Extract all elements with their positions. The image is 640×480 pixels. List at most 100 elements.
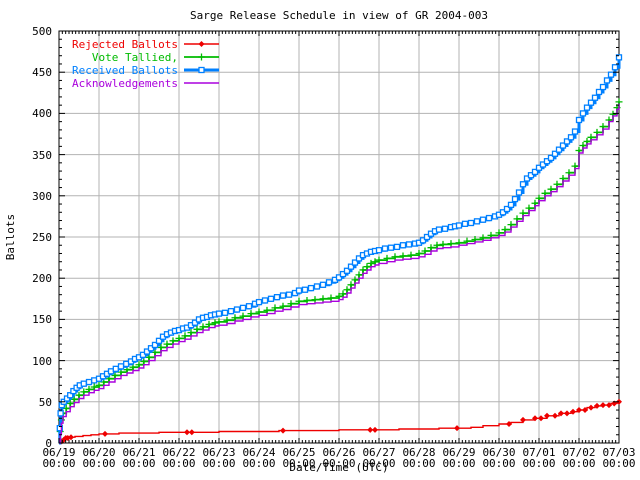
y-axis-label: Ballots bbox=[4, 213, 17, 261]
square-marker-icon bbox=[519, 181, 527, 188]
diamond-marker-icon bbox=[372, 426, 378, 433]
plus-marker-icon bbox=[367, 259, 375, 267]
square-marker-icon bbox=[70, 387, 77, 395]
plus-marker-icon bbox=[129, 363, 137, 371]
square-marker-icon bbox=[555, 146, 563, 153]
square-marker-icon bbox=[467, 219, 475, 227]
square-marker-icon bbox=[67, 392, 74, 399]
diamond-marker-icon bbox=[68, 434, 74, 441]
plus-marker-icon bbox=[211, 319, 219, 327]
plus-marker-icon bbox=[343, 286, 351, 294]
plus-marker-icon bbox=[151, 348, 159, 356]
plus-marker-icon bbox=[311, 296, 319, 304]
y-tick-label: 150 bbox=[32, 313, 52, 327]
square-marker-icon bbox=[347, 263, 355, 270]
y-tick-label: 250 bbox=[32, 231, 52, 244]
plus-marker-icon bbox=[90, 383, 98, 391]
square-marker-icon bbox=[567, 134, 575, 141]
plus-marker-icon bbox=[198, 53, 205, 61]
plus-marker-icon bbox=[375, 256, 383, 264]
plus-marker-icon bbox=[239, 312, 247, 320]
x-tick-label: 06/21 00:00 bbox=[122, 446, 156, 470]
plus-marker-icon bbox=[70, 395, 78, 403]
plus-marker-icon bbox=[339, 290, 347, 298]
square-marker-icon bbox=[579, 110, 587, 117]
plus-marker-icon bbox=[111, 371, 119, 379]
plus-marker-icon bbox=[303, 296, 311, 304]
square-marker-icon bbox=[607, 71, 615, 78]
plus-marker-icon bbox=[163, 340, 171, 348]
square-marker-icon bbox=[527, 172, 535, 179]
square-marker-icon bbox=[319, 281, 327, 288]
square-marker-icon bbox=[547, 154, 555, 162]
square-marker-icon bbox=[611, 64, 619, 71]
plus-marker-icon bbox=[279, 302, 287, 310]
square-marker-icon bbox=[143, 348, 151, 355]
plus-marker-icon bbox=[447, 240, 455, 248]
plus-marker-icon bbox=[255, 308, 263, 316]
square-marker-icon bbox=[139, 351, 147, 358]
plus-marker-icon bbox=[140, 357, 148, 365]
square-marker-icon bbox=[63, 395, 71, 402]
square-marker-icon bbox=[535, 164, 543, 171]
diamond-marker-icon bbox=[520, 416, 526, 423]
square-marker-icon bbox=[603, 77, 611, 84]
square-marker-icon bbox=[479, 216, 487, 223]
square-marker-icon bbox=[595, 88, 603, 96]
square-marker-icon bbox=[419, 237, 427, 244]
square-marker-icon bbox=[191, 319, 199, 326]
square-marker-icon bbox=[499, 209, 507, 216]
diamond-marker-icon bbox=[454, 425, 460, 432]
plus-marker-icon bbox=[415, 249, 423, 257]
plus-marker-icon bbox=[175, 334, 183, 342]
plus-marker-icon bbox=[355, 271, 363, 279]
square-marker-icon bbox=[339, 270, 347, 278]
plus-marker-icon bbox=[223, 316, 231, 324]
square-marker-icon bbox=[239, 304, 247, 312]
y-tick-label: 400 bbox=[32, 107, 52, 121]
x-tick-label: 06/20 00:00 bbox=[82, 446, 116, 470]
diamond-marker-icon bbox=[188, 429, 195, 436]
plus-marker-icon bbox=[347, 281, 355, 289]
y-tick-label: 300 bbox=[32, 189, 52, 203]
plus-marker-icon bbox=[439, 240, 447, 248]
square-marker-icon bbox=[423, 233, 431, 241]
square-marker-icon bbox=[273, 294, 281, 301]
diamond-marker-icon bbox=[558, 410, 564, 417]
square-marker-icon bbox=[301, 286, 309, 293]
diamond-marker-icon bbox=[588, 404, 594, 411]
diamond-marker-icon bbox=[198, 41, 205, 47]
square-marker-icon bbox=[507, 201, 515, 209]
y-tick-label: 350 bbox=[32, 148, 52, 162]
plus-marker-icon bbox=[181, 332, 189, 340]
y-tick-label: 500 bbox=[32, 25, 52, 38]
plus-marker-icon bbox=[335, 292, 343, 300]
x-tick-label: 06/22 00:00 bbox=[162, 446, 196, 470]
square-marker-icon bbox=[261, 297, 269, 304]
square-marker-icon bbox=[198, 66, 205, 74]
square-marker-icon bbox=[355, 255, 363, 262]
legend-label: Rejected Ballots bbox=[72, 38, 178, 51]
x-tick-label: 06/28 00:00 bbox=[402, 446, 436, 470]
square-marker-icon bbox=[325, 279, 333, 286]
x-tick-label: 06/23 00:00 bbox=[202, 446, 236, 470]
plus-marker-icon bbox=[421, 247, 429, 255]
square-marker-icon bbox=[117, 363, 125, 370]
square-marker-icon bbox=[473, 218, 481, 225]
square-marker-icon bbox=[441, 225, 449, 232]
square-marker-icon bbox=[375, 247, 383, 254]
square-marker-icon bbox=[523, 175, 531, 182]
square-marker-icon bbox=[599, 83, 607, 91]
square-marker-icon bbox=[405, 241, 413, 248]
plus-marker-icon bbox=[295, 297, 303, 305]
square-marker-icon bbox=[151, 341, 159, 349]
square-marker-icon bbox=[255, 298, 263, 306]
y-tick-label: 450 bbox=[32, 66, 52, 80]
plus-marker-icon bbox=[399, 252, 407, 260]
plus-marker-icon bbox=[145, 353, 153, 361]
plus-marker-icon bbox=[85, 385, 93, 393]
square-marker-icon bbox=[221, 309, 229, 316]
square-marker-icon bbox=[455, 222, 463, 229]
legend-label: Vote Tallied, bbox=[92, 51, 178, 64]
square-marker-icon bbox=[80, 380, 87, 387]
